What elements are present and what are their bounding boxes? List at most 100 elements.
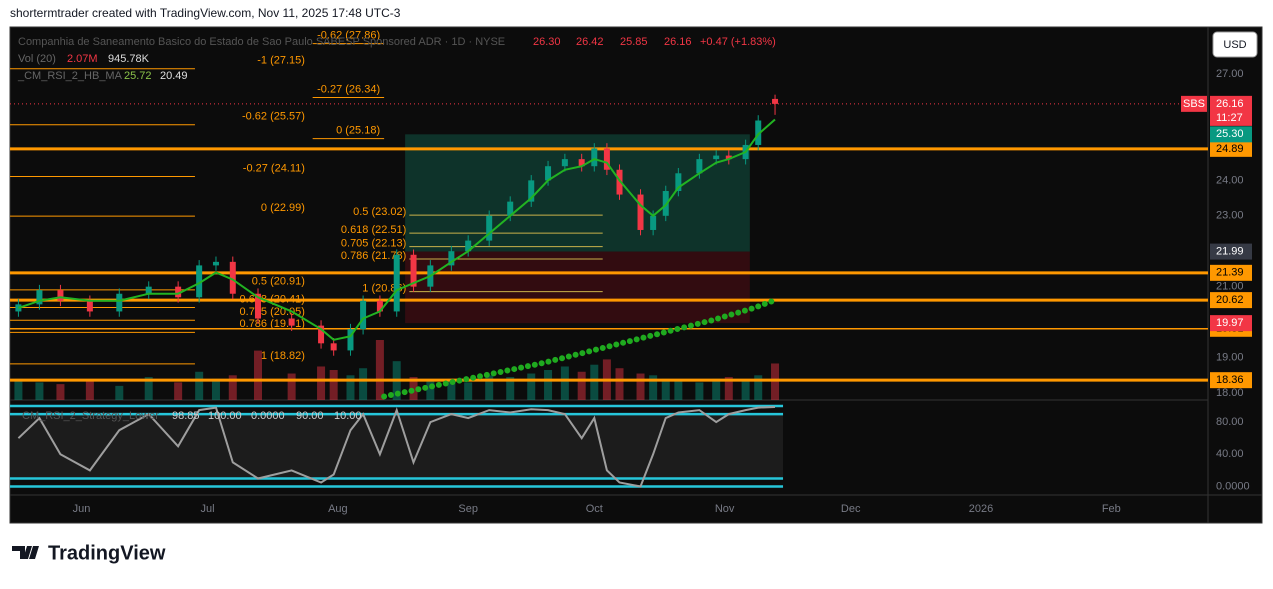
rsi-tick-label: 40.00 [1216,448,1244,460]
volume-bar [674,380,683,400]
logo-text: TradingView [48,542,166,564]
candle-body [255,293,262,319]
volume-bar [228,375,237,400]
price-tag-label: 19.97 [1216,317,1244,329]
candle-body [616,169,623,195]
volume-legend-value: 945.78K [108,53,150,65]
x-tick-label: Sep [458,503,478,515]
level-tag [1210,372,1252,389]
candle-body [545,166,552,181]
candle-body [36,290,43,305]
dotted-curve [381,297,778,400]
ticker-tag-label: SBS [1183,98,1205,110]
candle-body [637,194,644,230]
ma-legend-value: 20.49 [160,70,188,82]
candle-body [486,215,493,241]
fib-label: -0.27 (24.11) [243,162,305,174]
volume-bar [544,370,553,400]
volume-bar [447,378,456,400]
candle-body [145,286,152,294]
price-tag-label: 25.30 [1216,128,1244,140]
volume-bar [115,385,124,400]
volume-bar [636,373,645,400]
level-tag [1210,140,1252,157]
x-tick-label: Oct [586,503,603,515]
currency-button-bg[interactable] [1212,31,1258,58]
price-tag [1210,126,1252,143]
ohlc-legend: 26.30 26.42 25.85 26.16 +0.47 (+1.83%) [533,36,776,48]
position-target-zone [405,134,750,252]
volume-bar [661,378,670,400]
fib-label: 1 (18.82) [261,350,305,362]
currency-label[interactable]: USD [1223,39,1246,51]
level-tag-label: 18.36 [1216,374,1244,386]
volume-bar [712,378,721,400]
ohlc-change: +0.47 (+1.83%) [700,36,776,48]
fib-label: 0.705 (22.13) [341,238,406,250]
y-tick-label: 23.00 [1216,210,1244,222]
volume-bar [649,375,658,400]
candle-body [393,254,400,312]
volume-bar [590,364,599,400]
volume-bar [754,375,763,400]
candle-body [410,254,417,287]
price-tag-label: 21.99 [1216,245,1244,257]
candle-body [57,290,64,301]
rsi-legend: 0.0000 [251,410,285,422]
tradingview-logo: TradingView [12,542,166,564]
rsi-legend: 90.00 [296,410,324,422]
candle-body [448,251,455,266]
candle-body [175,286,182,298]
x-tick-label: Jul [201,503,215,515]
fib-label: 0.786 (21.78) [341,250,406,262]
ohlc-high: 26.42 [576,36,604,48]
rsi-legend: 100.00 [208,410,242,422]
volume-bar [359,368,368,400]
fib-label: -0.62 (25.57) [242,111,305,123]
candle-body [591,148,598,167]
volume-bar [317,366,326,400]
candle-body [713,155,720,160]
symbol-title: Companhia de Saneamento Basico do Estado… [18,36,505,48]
candle-body [772,98,779,104]
volume-bar [346,375,355,400]
candle-body [528,180,535,202]
candle-body [650,215,657,230]
moving-average [18,118,776,341]
x-tick-label: Jun [73,503,91,515]
y-tick-label: 19.00 [1216,351,1244,363]
candle-body [330,343,337,351]
volume-bar [56,384,65,400]
fib-label: 0.786 (19.71) [240,318,305,330]
y-tick-label: 18.00 [1216,387,1244,399]
level-tag-label: 21.39 [1216,267,1244,279]
volume-bar [254,350,263,400]
candle-body [662,191,669,216]
y-tick-label: 24.00 [1216,174,1244,186]
rsi-background [10,414,784,479]
x-tick-label: Aug [328,503,348,515]
currency-button[interactable]: USD [1212,31,1258,58]
volume-bar [195,371,204,400]
ohlc-low: 25.85 [620,36,648,48]
x-tick-label: 2026 [969,503,993,515]
volume-bar [375,340,384,400]
candle-body [561,159,568,167]
rsi-tick-label: 0.0000 [1216,480,1250,492]
candle-body [229,261,236,294]
level-tag [1210,264,1252,281]
plot: -1 (27.15) -0.62 (25.57) -0.27 (24.11) 0 (2… [10,30,1252,488]
volume-bar [35,382,44,400]
volume-bar [560,366,569,400]
candle-body [696,159,703,174]
candle-body [465,240,472,252]
ma-legend-name: _CM_RSI_2_HB_MA [17,70,123,82]
volume-bar [615,368,624,400]
x-tick-label: Feb [1102,503,1121,515]
y-tick-label: 27.00 [1216,68,1244,80]
position-stop-zone [405,251,750,324]
price-tag [1210,243,1252,260]
volume-bar [506,377,515,400]
